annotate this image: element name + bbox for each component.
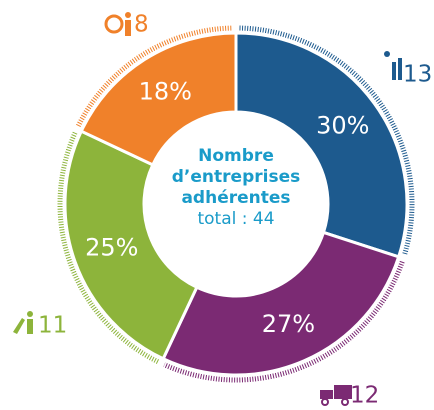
value-label: 30% [316, 111, 369, 139]
segment [63, 129, 199, 361]
segment [79, 31, 238, 167]
value-label: 25% [85, 234, 138, 262]
count-label: 8 [134, 12, 149, 38]
segment [234, 31, 409, 259]
icon-truck [320, 385, 352, 406]
value-label: 18% [139, 78, 192, 106]
chart-title: Nombre d’entreprises adhérentes [171, 146, 301, 208]
icon-farmer [13, 311, 33, 334]
segment-hatch [57, 131, 160, 364]
count-label: 11 [38, 313, 67, 339]
center-label: Nombre d’entreprises adhérentes total : … [166, 146, 306, 230]
count-label: 13 [403, 62, 432, 88]
segment-hatch [163, 260, 405, 383]
icon-worker [384, 51, 402, 80]
segment-hatch [76, 25, 233, 128]
chart-subtitle: total : 44 [197, 209, 275, 229]
count-label: 12 [350, 383, 379, 409]
icon-builder [104, 12, 131, 36]
value-label: 27% [262, 310, 315, 338]
segment [161, 230, 401, 377]
segment-hatch [239, 25, 415, 256]
